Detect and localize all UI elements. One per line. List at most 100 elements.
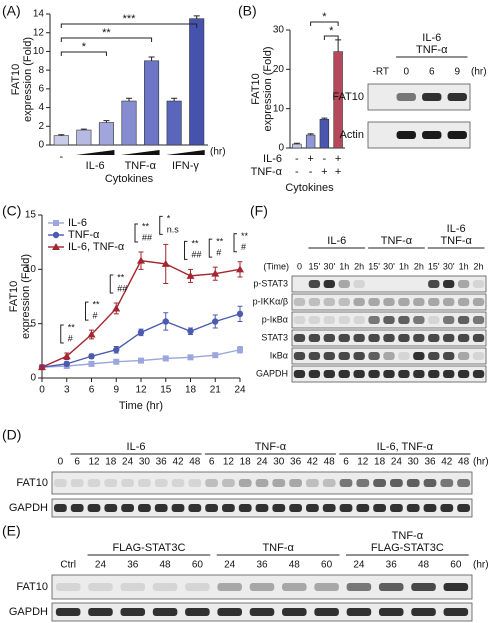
band: [54, 479, 67, 487]
band: [346, 608, 372, 616]
band: [338, 298, 350, 306]
series-line: [41, 259, 241, 368]
condition-sign: -: [309, 166, 313, 178]
lane-label: 60: [192, 560, 204, 571]
bar: [292, 143, 302, 149]
band: [338, 352, 350, 360]
annotation: **: [117, 272, 125, 282]
band: [249, 608, 275, 616]
annotation: **: [241, 231, 249, 241]
band: [396, 93, 416, 101]
band: [373, 504, 386, 512]
row-label: STAT3: [261, 332, 288, 342]
band: [368, 352, 380, 360]
bar: [305, 134, 316, 149]
marker: [211, 269, 220, 277]
band: [422, 93, 442, 101]
lane-label: 48: [289, 560, 301, 571]
band: [120, 583, 146, 591]
lane-label: 42: [307, 457, 319, 468]
band: [293, 370, 306, 378]
y-tick-label: 4: [38, 102, 44, 113]
significance: *: [82, 41, 87, 53]
marker: [38, 363, 46, 371]
group-label: TNF-α: [392, 530, 424, 542]
band: [413, 316, 425, 324]
row-label: p-IKKα/β: [253, 296, 288, 306]
bar: [121, 100, 137, 146]
lane-label: 0: [297, 261, 302, 271]
condition-label: TNF-α: [251, 166, 283, 178]
band: [238, 504, 252, 512]
unit-label: (hr): [473, 457, 489, 468]
bar: [319, 118, 330, 149]
x-tick-label: 0: [39, 385, 45, 396]
x-tick-label: 21: [210, 385, 222, 396]
band: [322, 504, 336, 512]
lane-label: 6: [429, 67, 435, 78]
band: [282, 608, 307, 616]
lane-label: 42: [172, 457, 184, 468]
x-tick-label: -: [59, 151, 63, 163]
band: [411, 608, 436, 616]
group-label: TNF-α: [125, 160, 157, 172]
band: [121, 504, 134, 512]
row-label: p-STAT3: [253, 278, 288, 288]
band: [353, 298, 365, 306]
band: [447, 131, 467, 139]
band: [383, 352, 395, 360]
lane-label: 15': [368, 261, 380, 271]
y-axis-label: expression (Fold): [20, 254, 32, 339]
x-tick-label: 24: [234, 385, 246, 396]
marker: [162, 355, 169, 362]
lane-label: 0: [403, 67, 409, 78]
marker: [138, 357, 144, 364]
x-axis-label: Cytokines: [105, 173, 154, 185]
band: [138, 479, 151, 487]
annotation: **: [68, 322, 76, 332]
band: [353, 334, 365, 342]
band: [154, 504, 168, 512]
band: [443, 352, 455, 360]
band: [322, 479, 336, 487]
band: [222, 479, 235, 487]
lane-label: 36: [386, 560, 398, 571]
band: [443, 370, 455, 378]
band: [272, 504, 286, 512]
band: [104, 479, 118, 487]
band: [154, 479, 168, 487]
significance-bracket: [323, 35, 339, 40]
panel-label: (E): [2, 523, 21, 539]
band: [308, 280, 321, 288]
annotation-bracket: [233, 233, 237, 253]
annotation: n.s: [167, 225, 180, 235]
row-label: GAPDH: [256, 368, 288, 378]
x-axis-label: Cytokines: [285, 182, 334, 194]
band: [339, 479, 353, 487]
band: [323, 316, 335, 324]
annotation: #: [241, 242, 246, 252]
annotation: #: [93, 311, 98, 321]
error-bar: [103, 120, 110, 123]
group-label: IFN-γ: [172, 160, 199, 172]
band: [346, 583, 372, 591]
group-label: IL-6: [447, 223, 466, 235]
marker: [137, 329, 145, 336]
lane-label: 6: [74, 457, 80, 468]
condition-sign: +: [307, 153, 313, 165]
band: [353, 352, 365, 360]
band: [368, 370, 380, 378]
band: [338, 280, 350, 288]
y-tick-label: 0: [30, 373, 36, 384]
marker: [88, 360, 95, 367]
y-tick-label: 30: [273, 25, 285, 36]
lane-label: 1h: [339, 261, 349, 271]
y-tick-label: 8: [38, 65, 44, 76]
x-tick-label: 9: [113, 385, 119, 396]
band: [339, 504, 353, 512]
band: [383, 334, 395, 342]
group-label: TNF-α: [440, 235, 472, 247]
group-label: FLAG-STAT3C: [371, 542, 444, 554]
band: [373, 479, 386, 487]
